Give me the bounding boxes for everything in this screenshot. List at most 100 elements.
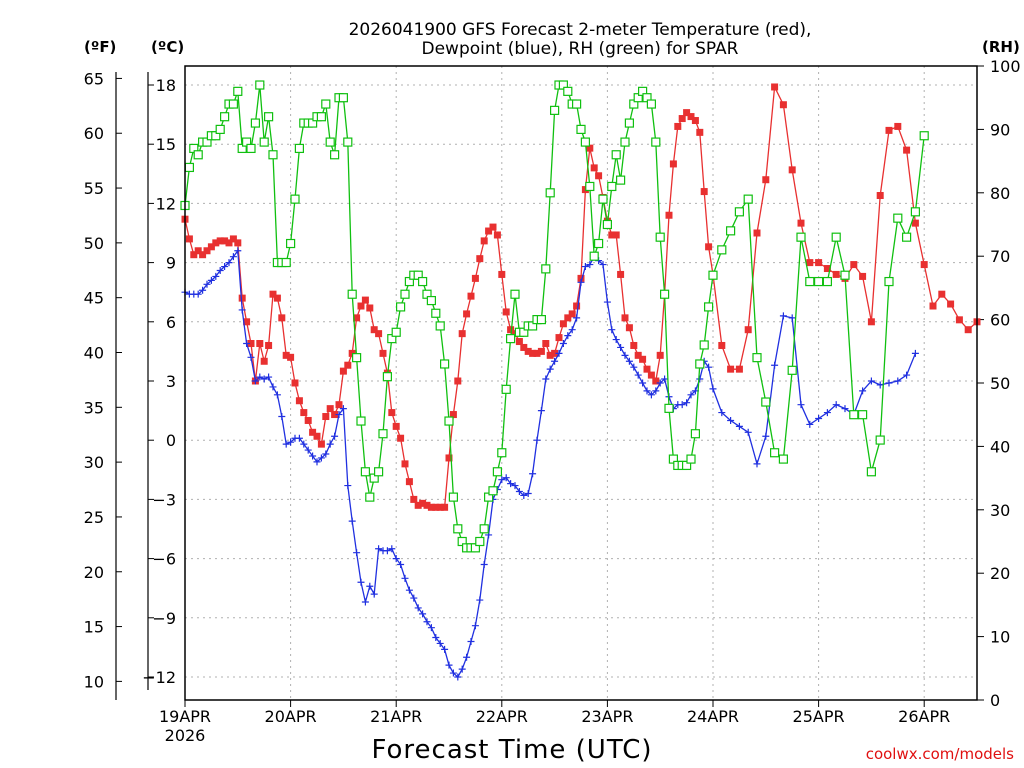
rh-point — [268, 150, 278, 160]
rh-point — [910, 207, 921, 217]
temperature-point — [282, 351, 290, 359]
temperature-point — [823, 265, 831, 273]
dewpoint-point — [753, 460, 761, 468]
temperature-point — [507, 326, 515, 334]
dewpoint-point — [445, 661, 453, 669]
relative-humidity-line — [184, 84, 925, 549]
temperature-point — [533, 349, 541, 357]
dewpoint-point — [520, 491, 528, 499]
dewpoint-point — [546, 365, 554, 373]
rh-point — [849, 410, 859, 420]
dewpoint-point — [366, 582, 374, 590]
temperature-point — [392, 422, 400, 430]
dewpoint-point — [537, 407, 545, 415]
rh-point — [365, 492, 375, 502]
temperature-point — [357, 302, 365, 310]
temperature-point — [427, 503, 435, 511]
rh-point — [589, 251, 599, 261]
rh-point — [316, 112, 326, 122]
rh-point — [695, 359, 705, 369]
temperature-point — [515, 338, 523, 346]
temperature-point — [287, 353, 295, 361]
dewpoint-point — [718, 409, 726, 417]
temperature-point — [718, 341, 726, 349]
time-tick-label: 19APR — [159, 707, 211, 726]
temperature-point — [964, 326, 972, 334]
celsius-tick-label: 15 — [156, 135, 176, 154]
rh-point — [717, 245, 727, 255]
rh-point — [448, 492, 458, 502]
dewpoint-point — [458, 665, 466, 673]
dewpoint-point — [586, 261, 594, 269]
rh-point — [347, 289, 357, 299]
temperature-point — [317, 440, 325, 448]
dewpoint-point — [199, 286, 207, 294]
dewpoint-point — [727, 416, 735, 424]
fahrenheit-tick-label: 40 — [84, 343, 104, 362]
temperature-point — [304, 416, 312, 424]
temperature-point — [727, 365, 735, 373]
title-line-2: Dewpoint (blue), RH (green) for SPAR — [422, 39, 739, 59]
temperature-point — [669, 160, 677, 168]
dewpoint-point — [771, 361, 779, 369]
fahrenheit-tick-label: 65 — [84, 69, 104, 88]
dewpoint-point — [647, 391, 655, 399]
rh-point — [611, 150, 621, 160]
temperature-point — [678, 115, 686, 123]
temperature-point — [410, 495, 418, 503]
rh-point — [453, 524, 463, 534]
celsius-tick-label: −12 — [142, 668, 176, 687]
dewpoint-point — [221, 263, 229, 271]
temperature-point — [463, 310, 471, 318]
rh-point — [259, 137, 269, 147]
temperature-point — [441, 503, 449, 511]
temperature-point — [674, 122, 682, 130]
temperature-point — [625, 324, 633, 332]
dewpoint-point — [815, 414, 823, 422]
celsius-tick-label: 18 — [156, 76, 176, 95]
rh-point — [598, 194, 608, 204]
dewpoint-point — [304, 446, 312, 454]
dewpoint-point — [564, 332, 572, 340]
celsius-tick-label: 0 — [166, 431, 176, 450]
temperature-point — [295, 397, 303, 405]
temperature-point — [771, 83, 779, 91]
rh-point — [488, 486, 498, 496]
temperature-point — [313, 432, 321, 440]
rh-point — [624, 118, 635, 128]
temperature-point — [498, 270, 506, 278]
temperature-point — [353, 314, 361, 322]
rh-point — [607, 181, 617, 192]
temperature-point — [194, 247, 202, 255]
dewpoint-point — [621, 351, 629, 359]
dewpoint-point — [225, 259, 233, 267]
dewpoint-point — [788, 314, 796, 322]
temperature-point — [322, 413, 330, 421]
dewpoint-point — [634, 371, 642, 379]
rh-point — [382, 372, 392, 382]
dewpoint-point — [383, 547, 391, 555]
temperature-point — [212, 239, 220, 247]
dewpoint-point — [467, 637, 475, 645]
temperature-point — [278, 314, 286, 322]
dewpoint-point — [344, 482, 352, 490]
dewpoint-point — [194, 290, 202, 298]
temperature-point — [885, 126, 893, 134]
rh-tick-label: 50 — [990, 374, 1010, 393]
temperature-point — [621, 314, 629, 322]
temperature-point — [445, 454, 453, 462]
dewpoint-point — [361, 598, 369, 606]
temperature-point — [590, 164, 598, 172]
dewpoint-point — [617, 343, 625, 351]
temperature-point — [894, 122, 902, 130]
temperature-point — [260, 357, 268, 365]
temperature-point — [388, 409, 396, 417]
temperature-point — [221, 237, 229, 245]
dewpoint-point — [449, 669, 457, 677]
rh-point — [497, 448, 507, 458]
temperature-point — [370, 326, 378, 334]
temperature-point — [762, 176, 770, 184]
temperature-point — [634, 351, 642, 359]
temperature-point — [520, 343, 528, 351]
